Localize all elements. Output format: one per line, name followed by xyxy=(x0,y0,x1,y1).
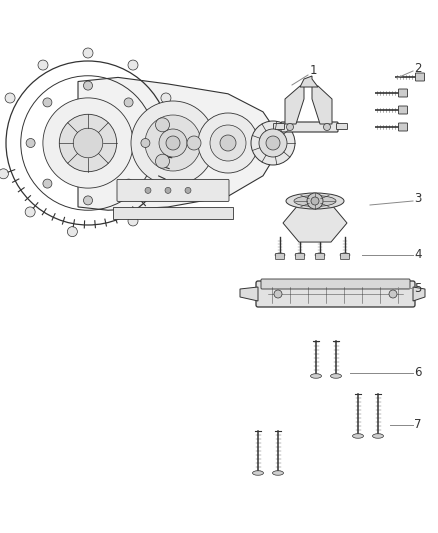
Circle shape xyxy=(131,101,215,185)
Circle shape xyxy=(73,128,103,158)
FancyBboxPatch shape xyxy=(315,254,325,260)
Ellipse shape xyxy=(275,253,285,257)
Ellipse shape xyxy=(286,193,344,209)
Circle shape xyxy=(187,136,201,150)
Circle shape xyxy=(311,197,319,205)
Ellipse shape xyxy=(295,253,305,257)
Text: 2: 2 xyxy=(414,61,421,75)
Ellipse shape xyxy=(331,374,342,378)
Circle shape xyxy=(38,60,48,70)
Ellipse shape xyxy=(340,253,350,257)
Ellipse shape xyxy=(272,471,283,475)
Circle shape xyxy=(83,48,93,58)
Polygon shape xyxy=(283,204,347,242)
FancyBboxPatch shape xyxy=(276,254,285,260)
FancyBboxPatch shape xyxy=(117,180,229,201)
Circle shape xyxy=(155,118,170,132)
Text: 4: 4 xyxy=(414,248,421,262)
Ellipse shape xyxy=(353,434,364,438)
Circle shape xyxy=(185,188,191,193)
FancyBboxPatch shape xyxy=(340,254,350,260)
FancyBboxPatch shape xyxy=(261,279,410,289)
Polygon shape xyxy=(78,77,278,210)
Circle shape xyxy=(124,98,133,107)
Circle shape xyxy=(43,98,133,188)
Circle shape xyxy=(145,188,151,193)
FancyBboxPatch shape xyxy=(296,254,304,260)
Circle shape xyxy=(220,135,236,151)
Circle shape xyxy=(124,179,133,188)
FancyBboxPatch shape xyxy=(336,124,347,130)
FancyBboxPatch shape xyxy=(399,123,407,131)
Circle shape xyxy=(84,81,92,90)
Circle shape xyxy=(159,129,187,157)
Circle shape xyxy=(128,60,138,70)
Ellipse shape xyxy=(252,471,264,475)
Text: 1: 1 xyxy=(310,64,318,77)
Polygon shape xyxy=(413,287,425,301)
Circle shape xyxy=(166,136,180,150)
Circle shape xyxy=(198,113,258,173)
Circle shape xyxy=(141,139,150,148)
Circle shape xyxy=(25,207,35,217)
Circle shape xyxy=(0,169,8,179)
Circle shape xyxy=(128,216,138,226)
Text: 6: 6 xyxy=(414,367,421,379)
Circle shape xyxy=(251,121,295,165)
Circle shape xyxy=(155,154,170,168)
FancyBboxPatch shape xyxy=(416,73,424,81)
Text: 3: 3 xyxy=(414,191,421,205)
Circle shape xyxy=(161,183,171,193)
Circle shape xyxy=(274,290,282,298)
Circle shape xyxy=(266,136,280,150)
Circle shape xyxy=(165,188,171,193)
Circle shape xyxy=(307,193,323,209)
Ellipse shape xyxy=(372,434,384,438)
Ellipse shape xyxy=(311,374,321,378)
Circle shape xyxy=(84,196,92,205)
Circle shape xyxy=(161,93,171,103)
Circle shape xyxy=(324,124,331,131)
Circle shape xyxy=(26,139,35,148)
Circle shape xyxy=(389,290,397,298)
FancyBboxPatch shape xyxy=(256,281,415,307)
FancyBboxPatch shape xyxy=(113,207,233,219)
Polygon shape xyxy=(312,86,332,124)
Circle shape xyxy=(43,179,52,188)
Polygon shape xyxy=(285,86,304,124)
Text: 5: 5 xyxy=(414,281,421,295)
Circle shape xyxy=(259,129,287,157)
Text: 7: 7 xyxy=(414,418,421,432)
Ellipse shape xyxy=(315,253,325,257)
Circle shape xyxy=(5,93,15,103)
FancyBboxPatch shape xyxy=(281,122,338,132)
FancyBboxPatch shape xyxy=(399,89,407,97)
Circle shape xyxy=(59,114,117,172)
Circle shape xyxy=(67,227,78,237)
Circle shape xyxy=(173,138,183,148)
Circle shape xyxy=(145,115,201,171)
FancyBboxPatch shape xyxy=(399,106,407,114)
Circle shape xyxy=(210,125,246,161)
Circle shape xyxy=(43,98,52,107)
FancyBboxPatch shape xyxy=(273,124,285,130)
Polygon shape xyxy=(240,287,258,301)
Ellipse shape xyxy=(294,196,336,206)
Polygon shape xyxy=(300,76,318,87)
Circle shape xyxy=(286,124,293,131)
